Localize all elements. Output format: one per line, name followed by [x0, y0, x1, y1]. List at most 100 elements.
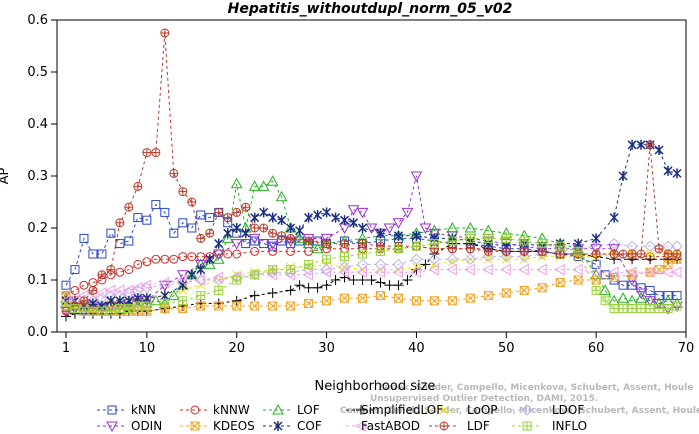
data-point-simplifiedlof: [312, 282, 323, 293]
data-point-cof: [591, 233, 601, 244]
data-point-knn: [645, 285, 655, 295]
data-point-fastabod: [392, 266, 403, 279]
data-point-cof: [250, 212, 260, 223]
data-point-cof: [627, 139, 637, 150]
data-point-cof: [313, 210, 323, 220]
data-point-ldf: [609, 249, 619, 259]
data-point-fastabod: [68, 292, 80, 305]
data-point-knnw: [151, 254, 161, 264]
data-point-ldf: [304, 236, 314, 246]
data-point-cof: [241, 228, 251, 239]
data-point-cof: [393, 230, 403, 241]
legend-marker: [521, 404, 533, 416]
data-point-kdeos: [483, 291, 493, 301]
y-tick-label: 0.5: [27, 65, 48, 80]
data-point-knn: [241, 239, 251, 249]
data-point-knnw: [79, 280, 89, 290]
data-point-fastabod: [626, 266, 637, 279]
x-tick-label: 10: [139, 341, 156, 356]
data-point-knnw: [250, 246, 260, 256]
legend-item-inflo: INFLO: [512, 419, 587, 433]
data-point-loop: [501, 254, 511, 264]
legend-item-cof: COF: [263, 419, 322, 433]
data-point-fastabod: [302, 268, 314, 281]
data-point-fastabod: [356, 266, 368, 279]
data-point-knnw: [133, 259, 143, 269]
data-point-cof: [106, 295, 116, 306]
data-point-inflo: [142, 301, 152, 311]
data-point-knn: [124, 236, 134, 246]
data-point-fastabod: [644, 266, 655, 279]
data-point-kdeos: [304, 298, 314, 308]
data-point-kdeos: [393, 293, 403, 303]
data-point-ldf: [151, 148, 161, 158]
y-tick-label: 0.3: [27, 169, 48, 184]
x-axis: 1 10 20 30 40 50 60 70: [62, 332, 694, 356]
data-point-kdeos: [196, 301, 206, 311]
series-line-simplifiedlof: [65, 243, 677, 317]
data-point-simplifiedlof: [330, 275, 341, 285]
data-point-inflo: [600, 296, 610, 306]
legend-label: LDF: [467, 419, 490, 433]
data-point-kdeos: [322, 296, 332, 306]
data-point-ldf: [115, 218, 125, 228]
data-point-fastabod: [320, 266, 332, 279]
legend-marker: [439, 421, 449, 431]
data-point-inflo: [133, 301, 143, 311]
data-point-ldof: [608, 237, 620, 250]
data-point-odin: [383, 223, 396, 235]
data-point-ldf: [483, 246, 493, 256]
data-point-inflo: [115, 304, 125, 314]
data-point-inflo: [465, 233, 475, 243]
legend-marker: [273, 421, 283, 431]
data-point-knnw: [160, 254, 170, 264]
data-point-knnw: [178, 252, 188, 262]
data-point-knn: [160, 207, 170, 217]
y-axis: 0.0 0.1 0.2 0.3 0.4 0.5 0.6: [27, 13, 57, 340]
data-point-kdeos: [358, 293, 368, 303]
data-point-cof: [268, 212, 278, 223]
data-point-lof: [203, 258, 216, 269]
data-point-cof: [187, 269, 197, 280]
data-point-ldf: [465, 244, 475, 254]
data-point-ldf: [124, 202, 134, 212]
legend-item-ldof: LDOF: [512, 403, 584, 417]
data-point-inflo: [636, 304, 646, 314]
data-point-kdeos: [232, 301, 242, 311]
legend-item-knnw: kNNW: [180, 403, 250, 417]
data-point-cof: [348, 217, 359, 228]
series-fastabod: [59, 263, 682, 307]
series-layer: [59, 28, 683, 322]
legend-marker: [107, 405, 117, 415]
data-point-kdeos: [555, 278, 565, 288]
data-point-ldf: [187, 197, 197, 207]
data-point-cof: [232, 223, 242, 233]
data-point-fastabod: [131, 281, 143, 294]
data-point-fastabod: [670, 266, 682, 279]
data-point-knn: [115, 239, 125, 249]
series-knnw: [61, 241, 682, 301]
data-point-fastabod: [482, 263, 493, 276]
data-point-cof: [205, 254, 215, 265]
data-point-loop: [448, 257, 457, 267]
data-point-ldof: [195, 274, 207, 286]
data-point-knn: [250, 236, 260, 246]
data-point-lof: [302, 237, 315, 249]
data-point-ldf: [501, 246, 511, 256]
data-point-ldf: [645, 140, 655, 150]
data-point-knnw: [115, 267, 125, 277]
data-point-ldf: [627, 249, 637, 259]
data-point-loop: [645, 249, 655, 259]
data-point-kdeos: [411, 296, 421, 306]
data-point-odin: [644, 296, 656, 307]
legend-label: ODIN: [131, 419, 162, 433]
data-point-inflo: [501, 233, 511, 243]
data-point-cof: [375, 228, 386, 239]
data-point-cof: [259, 207, 269, 218]
data-point-ldof: [338, 261, 351, 273]
watermark-line: Zimek, Sander, Campello, Micenkova, Schu…: [378, 383, 693, 393]
data-point-fastabod: [464, 263, 475, 276]
data-point-cof: [340, 215, 350, 226]
data-point-knn: [196, 210, 206, 220]
data-point-kdeos: [654, 265, 664, 275]
